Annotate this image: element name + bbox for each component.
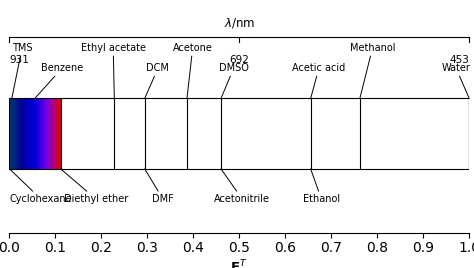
Text: DMSO: DMSO [219,63,248,98]
Text: DCM: DCM [145,63,169,98]
X-axis label: $\mathbf{E}_N^T$: $\mathbf{E}_N^T$ [230,259,248,268]
Text: 931: 931 [9,55,29,65]
Text: Ethyl acetate: Ethyl acetate [81,43,146,98]
Text: Water: Water [442,63,471,98]
Text: 692: 692 [229,55,249,65]
Text: Diethyl ether: Diethyl ether [61,169,128,204]
Text: Methanol: Methanol [350,43,395,98]
Text: Benzene: Benzene [35,63,83,98]
Text: 453: 453 [449,55,469,65]
Text: Acetone: Acetone [173,43,212,98]
Text: DMF: DMF [145,169,174,204]
Text: Acetonitrile: Acetonitrile [214,169,270,204]
Text: TMS: TMS [12,43,32,98]
Text: $\lambda$/nm: $\lambda$/nm [224,16,255,30]
Text: Cyclohexane: Cyclohexane [9,169,72,204]
Bar [61,98,469,169]
Text: Ethanol: Ethanol [303,169,340,204]
Bar [9,98,469,169]
Text: Acetic acid: Acetic acid [292,63,346,98]
